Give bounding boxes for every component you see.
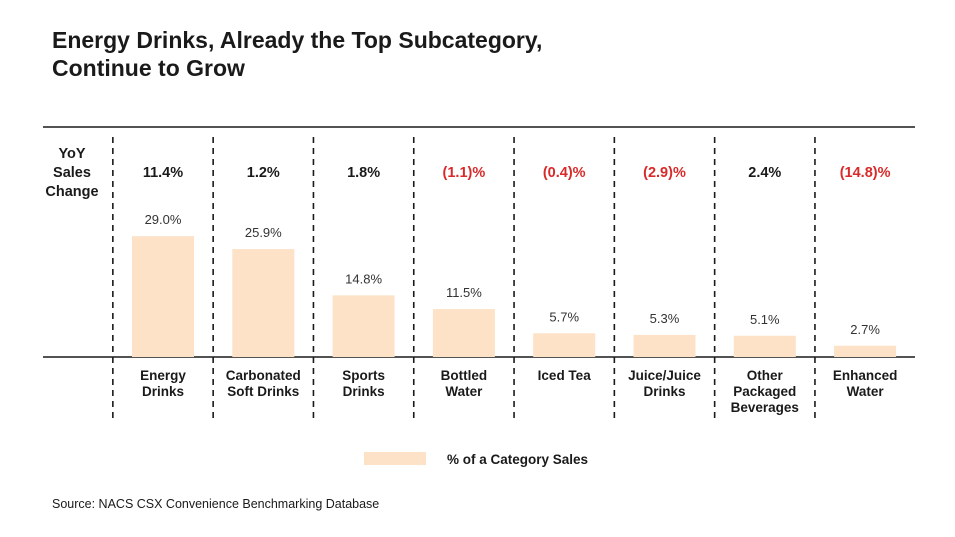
bar <box>332 295 395 357</box>
yoy-change-label: 1.8% <box>347 165 380 181</box>
bar <box>733 335 796 357</box>
yoy-change-label: (0.4)% <box>543 165 586 181</box>
category-label: Energy <box>140 368 186 383</box>
bar <box>633 334 696 357</box>
bar-value-label: 5.7% <box>549 309 579 324</box>
category-label: Soft Drinks <box>227 384 299 399</box>
bar-value-label: 14.8% <box>345 271 382 286</box>
yoy-change-label: 1.2% <box>247 165 280 181</box>
category-label: Drinks <box>643 384 685 399</box>
category-label: Iced Tea <box>538 368 592 383</box>
category-label: Drinks <box>142 384 184 399</box>
bar <box>132 236 194 357</box>
legend-label: % of a Category Sales <box>447 452 588 467</box>
chart-title-line-1: Energy Drinks, Already the Top Subcatego… <box>52 27 543 53</box>
bar-value-label: 5.1% <box>750 312 780 327</box>
bar-value-label: 11.5% <box>446 285 482 300</box>
category-label: Carbonated <box>226 368 301 383</box>
bar-value-label: 2.7% <box>850 322 880 337</box>
bar <box>533 333 596 357</box>
yoy-change-label: (2.9)% <box>643 165 686 181</box>
category-label: Water <box>847 384 885 399</box>
yoy-change-label: (1.1)% <box>443 165 486 181</box>
bar-value-label: 29.0% <box>145 212 182 227</box>
yoy-change-label: 2.4% <box>748 165 781 181</box>
bar <box>232 249 295 357</box>
chart-title-line-2: Continue to Grow <box>52 55 245 81</box>
yoy-header-line: Change <box>45 184 98 200</box>
category-label: Juice/Juice <box>628 368 701 383</box>
category-label: Enhanced <box>833 368 898 383</box>
legend-swatch <box>364 452 426 465</box>
category-label: Packaged <box>733 384 796 399</box>
category-label: Other <box>747 368 784 383</box>
yoy-header-line: Sales <box>53 165 91 181</box>
category-label: Bottled <box>441 368 488 383</box>
yoy-change-label: (14.8)% <box>840 165 891 181</box>
category-label: Water <box>445 384 483 399</box>
bar <box>432 309 495 357</box>
chart-title: Energy Drinks, Already the Top Subcatego… <box>52 26 542 82</box>
yoy-change-label: 11.4% <box>143 165 183 181</box>
bar-value-label: 5.3% <box>650 311 680 326</box>
source-note: Source: NACS CSX Convenience Benchmarkin… <box>52 497 380 511</box>
category-label: Drinks <box>343 384 385 399</box>
category-label: Sports <box>342 368 385 383</box>
yoy-header-line: YoY <box>58 146 85 162</box>
bar <box>834 345 897 357</box>
bar-value-label: 25.9% <box>245 225 282 240</box>
category-label: Beverages <box>731 400 799 415</box>
